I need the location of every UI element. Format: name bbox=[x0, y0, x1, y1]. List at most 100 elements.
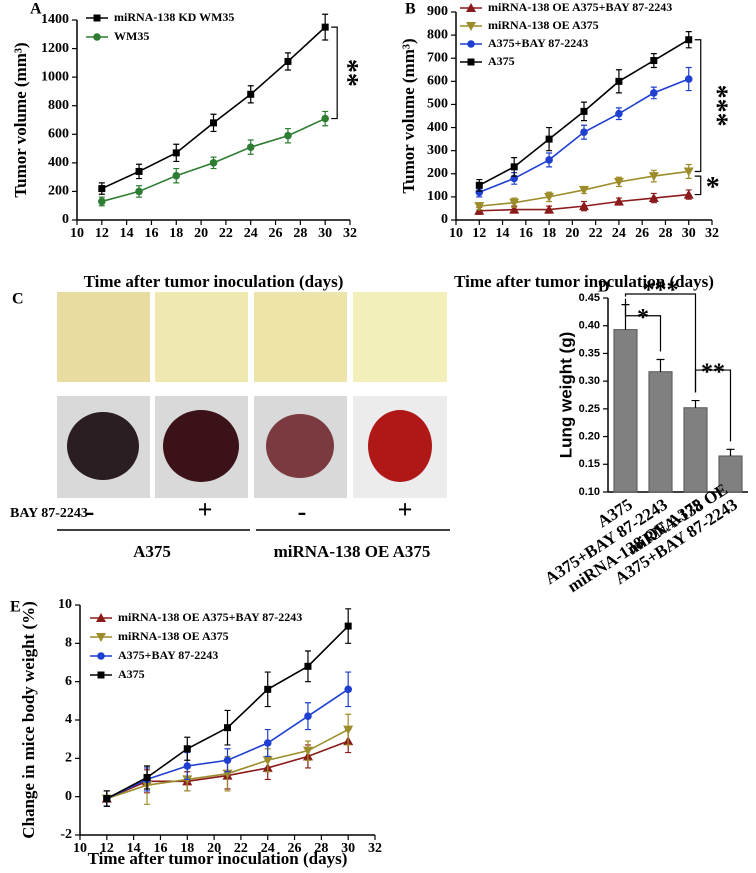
marker bbox=[544, 192, 555, 202]
x-tick-label: 12 bbox=[95, 226, 109, 241]
marker bbox=[304, 712, 312, 720]
marker bbox=[223, 756, 232, 765]
x-tick-label: 30 bbox=[682, 226, 696, 241]
y-tick-label: 600 bbox=[48, 127, 69, 142]
annotation: * bbox=[637, 305, 649, 331]
y-tick-label: 10 bbox=[58, 597, 72, 612]
x-tick-label: 32 bbox=[343, 226, 357, 241]
treatment-label: BAY 87-2243 bbox=[10, 506, 88, 521]
marker bbox=[302, 746, 313, 756]
panel-label: C bbox=[12, 291, 24, 308]
y-tick-label: 900 bbox=[427, 4, 448, 19]
panel-label: D bbox=[598, 279, 610, 296]
x-tick-label: 16 bbox=[153, 841, 167, 856]
y-tick-label: 0.45 bbox=[579, 292, 600, 304]
marker bbox=[209, 159, 218, 167]
y-tick-label: 8 bbox=[65, 636, 72, 651]
marker bbox=[344, 685, 352, 694]
marker bbox=[93, 14, 101, 22]
lung bbox=[163, 410, 239, 482]
bar bbox=[683, 407, 708, 493]
marker bbox=[615, 109, 623, 118]
marker bbox=[183, 762, 192, 770]
bar bbox=[613, 329, 638, 493]
marker bbox=[579, 185, 589, 195]
marker bbox=[97, 671, 105, 679]
x-tick-label: 14 bbox=[496, 226, 510, 241]
y-tick-label: 600 bbox=[427, 74, 448, 89]
x-tick-label: 24 bbox=[244, 226, 258, 241]
y-axis-title: Tumor volume (mm³) bbox=[399, 38, 418, 193]
marker bbox=[509, 204, 520, 214]
legend-label: A375 bbox=[488, 54, 515, 68]
legend-label: miRNA-138 OE A375 bbox=[118, 629, 229, 643]
marker bbox=[210, 119, 217, 127]
group-label: A375 bbox=[133, 542, 171, 561]
marker bbox=[613, 177, 624, 187]
y-tick-label: -2 bbox=[60, 827, 72, 842]
y-tick-label: 0.20 bbox=[579, 430, 600, 442]
bracket bbox=[331, 26, 338, 120]
y-axis-title: Lung weight (g) bbox=[556, 332, 575, 459]
x-tick-label: 26 bbox=[288, 841, 302, 856]
x-tick-label: 18 bbox=[180, 841, 194, 856]
y-tick-label: 400 bbox=[427, 120, 448, 135]
x-tick-label: 18 bbox=[542, 226, 556, 241]
x-tick-label: 10 bbox=[449, 226, 463, 241]
group-label: miRNA-138 OE A375 bbox=[274, 542, 431, 561]
marker bbox=[467, 58, 475, 66]
marker bbox=[246, 143, 255, 151]
y-tick-label: 200 bbox=[427, 166, 448, 181]
marker bbox=[93, 33, 101, 41]
marker bbox=[683, 167, 694, 177]
marker bbox=[685, 36, 693, 44]
x-tick-label: 32 bbox=[705, 226, 719, 241]
legend-label: miRNA-138 OE A375+BAY 87-2243 bbox=[488, 0, 672, 14]
x-tick-label: 20 bbox=[194, 226, 208, 241]
histology-image bbox=[155, 292, 248, 382]
legend-label: A375+BAY 87-2243 bbox=[118, 648, 218, 662]
y-tick-label: 0 bbox=[441, 212, 448, 227]
y-tick-label: 1000 bbox=[41, 69, 69, 84]
x-axis-title: Time after tumor inoculation (days) bbox=[454, 272, 714, 291]
marker bbox=[98, 185, 106, 193]
marker bbox=[172, 171, 181, 180]
y-tick-label: 1200 bbox=[41, 41, 69, 56]
legend-label: A375 bbox=[118, 667, 145, 681]
y-tick-label: 300 bbox=[427, 143, 448, 158]
marker bbox=[304, 662, 312, 670]
x-tick-label: 12 bbox=[472, 226, 486, 241]
marker bbox=[172, 149, 180, 157]
y-tick-label: 0.35 bbox=[579, 347, 600, 359]
marker bbox=[344, 622, 352, 630]
marker bbox=[97, 652, 105, 660]
panel-label: E bbox=[10, 599, 21, 616]
x-tick-label: 20 bbox=[565, 226, 579, 241]
x-tick-label: 32 bbox=[368, 841, 382, 856]
annotation: *** bbox=[643, 278, 679, 304]
x-tick-label: 30 bbox=[341, 841, 355, 856]
panel-c-images: C BAY 87-2243 - + - + A375 miRNA-138 OE … bbox=[10, 291, 450, 561]
legend-label: WM35 bbox=[114, 29, 149, 43]
x-axis-title: Time after tumor inoculation (days) bbox=[84, 272, 344, 291]
error-bar bbox=[656, 358, 665, 372]
x-tick-label: 28 bbox=[314, 841, 328, 856]
x-tick-label: 10 bbox=[73, 841, 87, 856]
x-tick-label: 22 bbox=[589, 226, 603, 241]
legend-label: miRNA-138 OE A375+BAY 87-2243 bbox=[118, 610, 302, 624]
x-tick-label: 14 bbox=[127, 841, 141, 856]
annotation: ** bbox=[332, 59, 363, 87]
marker bbox=[648, 172, 659, 182]
marker bbox=[96, 633, 106, 642]
marker bbox=[135, 167, 143, 175]
marker bbox=[183, 745, 191, 753]
y-tick-label: 400 bbox=[48, 155, 69, 170]
error-bar bbox=[726, 448, 735, 456]
x-tick-label: 16 bbox=[519, 226, 533, 241]
lung bbox=[266, 414, 334, 478]
sign: + bbox=[198, 495, 213, 524]
lung bbox=[368, 410, 432, 482]
marker bbox=[545, 156, 553, 164]
marker bbox=[343, 725, 354, 735]
marker bbox=[545, 135, 553, 143]
